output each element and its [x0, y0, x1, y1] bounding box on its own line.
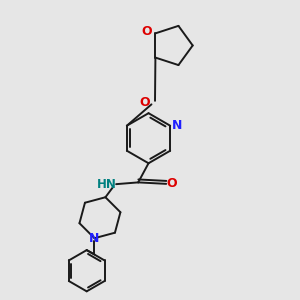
- Text: O: O: [140, 96, 150, 110]
- Text: HN: HN: [98, 178, 117, 191]
- Text: N: N: [172, 118, 182, 132]
- Text: N: N: [89, 232, 100, 245]
- Text: O: O: [167, 177, 177, 190]
- Text: O: O: [142, 25, 152, 38]
